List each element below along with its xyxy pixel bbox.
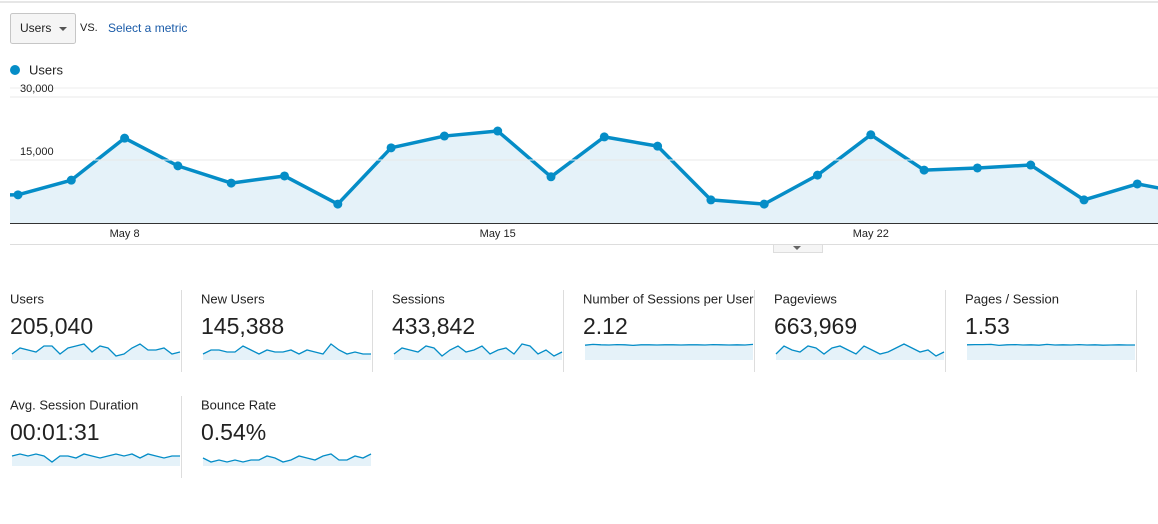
- point: [1079, 195, 1089, 205]
- point: [813, 170, 822, 180]
- metric-value: 0.54%: [201, 419, 266, 445]
- sparkline: [202, 343, 371, 355]
- dropdown-arrow[interactable]: [59, 27, 67, 31]
- metric-value: 663,969: [774, 313, 857, 339]
- vs-label: VS.: [80, 22, 98, 34]
- point: [333, 199, 343, 209]
- dropdown-box[interactable]: [10, 13, 76, 44]
- sparkline-area: [967, 344, 1135, 360]
- point: [13, 190, 23, 200]
- collapse-tab[interactable]: [773, 244, 823, 253]
- point: [493, 126, 503, 136]
- metric-name: Pages / Session: [965, 291, 1059, 306]
- sparkline-area: [776, 344, 944, 360]
- point: [120, 133, 130, 143]
- point: [759, 199, 769, 209]
- metric-name: Pageviews: [774, 291, 837, 306]
- point: [439, 131, 449, 141]
- point: [226, 178, 236, 188]
- point: [706, 195, 716, 205]
- point: [919, 165, 929, 175]
- metric-value: 00:01:31: [10, 419, 100, 445]
- point: [66, 175, 76, 185]
- dropdown-label[interactable]: Users: [20, 21, 51, 35]
- sparkline: [11, 453, 180, 463]
- collapse-arrow[interactable]: [793, 246, 801, 250]
- point: [599, 132, 609, 142]
- metric-name: Avg. Session Duration: [10, 397, 138, 412]
- sparkline: [393, 343, 563, 357]
- plot: [10, 126, 1158, 223]
- metric-name: Sessions: [392, 291, 445, 306]
- metric-value: 2.12: [583, 313, 628, 339]
- select-metric-link[interactable]: Select a metric: [108, 21, 187, 35]
- sparkline-area: [203, 344, 371, 360]
- metric-value: 433,842: [392, 313, 475, 339]
- metric-value: 145,388: [201, 313, 284, 339]
- point: [653, 141, 663, 151]
- point: [386, 143, 396, 153]
- sparkline: [11, 343, 181, 357]
- line-area: [10, 131, 1158, 223]
- metric-name: Number of Sessions per User: [583, 291, 754, 306]
- sparkline: [202, 453, 372, 463]
- point: [546, 172, 556, 182]
- point: [280, 171, 289, 181]
- sparkline-area: [394, 344, 562, 360]
- metric-dropdown[interactable]: Users: [10, 13, 76, 44]
- legend-label: Users: [29, 62, 63, 77]
- legend-marker: [10, 65, 20, 75]
- point: [1026, 160, 1036, 170]
- x-tick-label: May 22: [853, 228, 889, 240]
- sparkline-area: [203, 454, 371, 466]
- sparkline: [775, 343, 945, 357]
- point: [866, 130, 876, 140]
- sparkline-area: [585, 344, 753, 360]
- y-tick-label: 15,000: [20, 146, 54, 158]
- metric-name: Users: [10, 291, 44, 306]
- sparkline: [584, 343, 754, 347]
- metric-value: 1.53: [965, 313, 1010, 339]
- point: [173, 161, 183, 171]
- sparkline-area: [12, 344, 180, 360]
- metric-value: 205,040: [10, 313, 93, 339]
- x-tick-label: May 15: [480, 228, 516, 240]
- y-tick-label: 30,000: [20, 83, 54, 95]
- point: [972, 163, 982, 173]
- point: [1132, 179, 1142, 189]
- metric-name: New Users: [201, 291, 265, 306]
- line: [10, 129, 1158, 206]
- x-tick-label: May 8: [110, 228, 140, 240]
- sparkline: [966, 343, 1135, 347]
- metric-name: Bounce Rate: [201, 397, 276, 412]
